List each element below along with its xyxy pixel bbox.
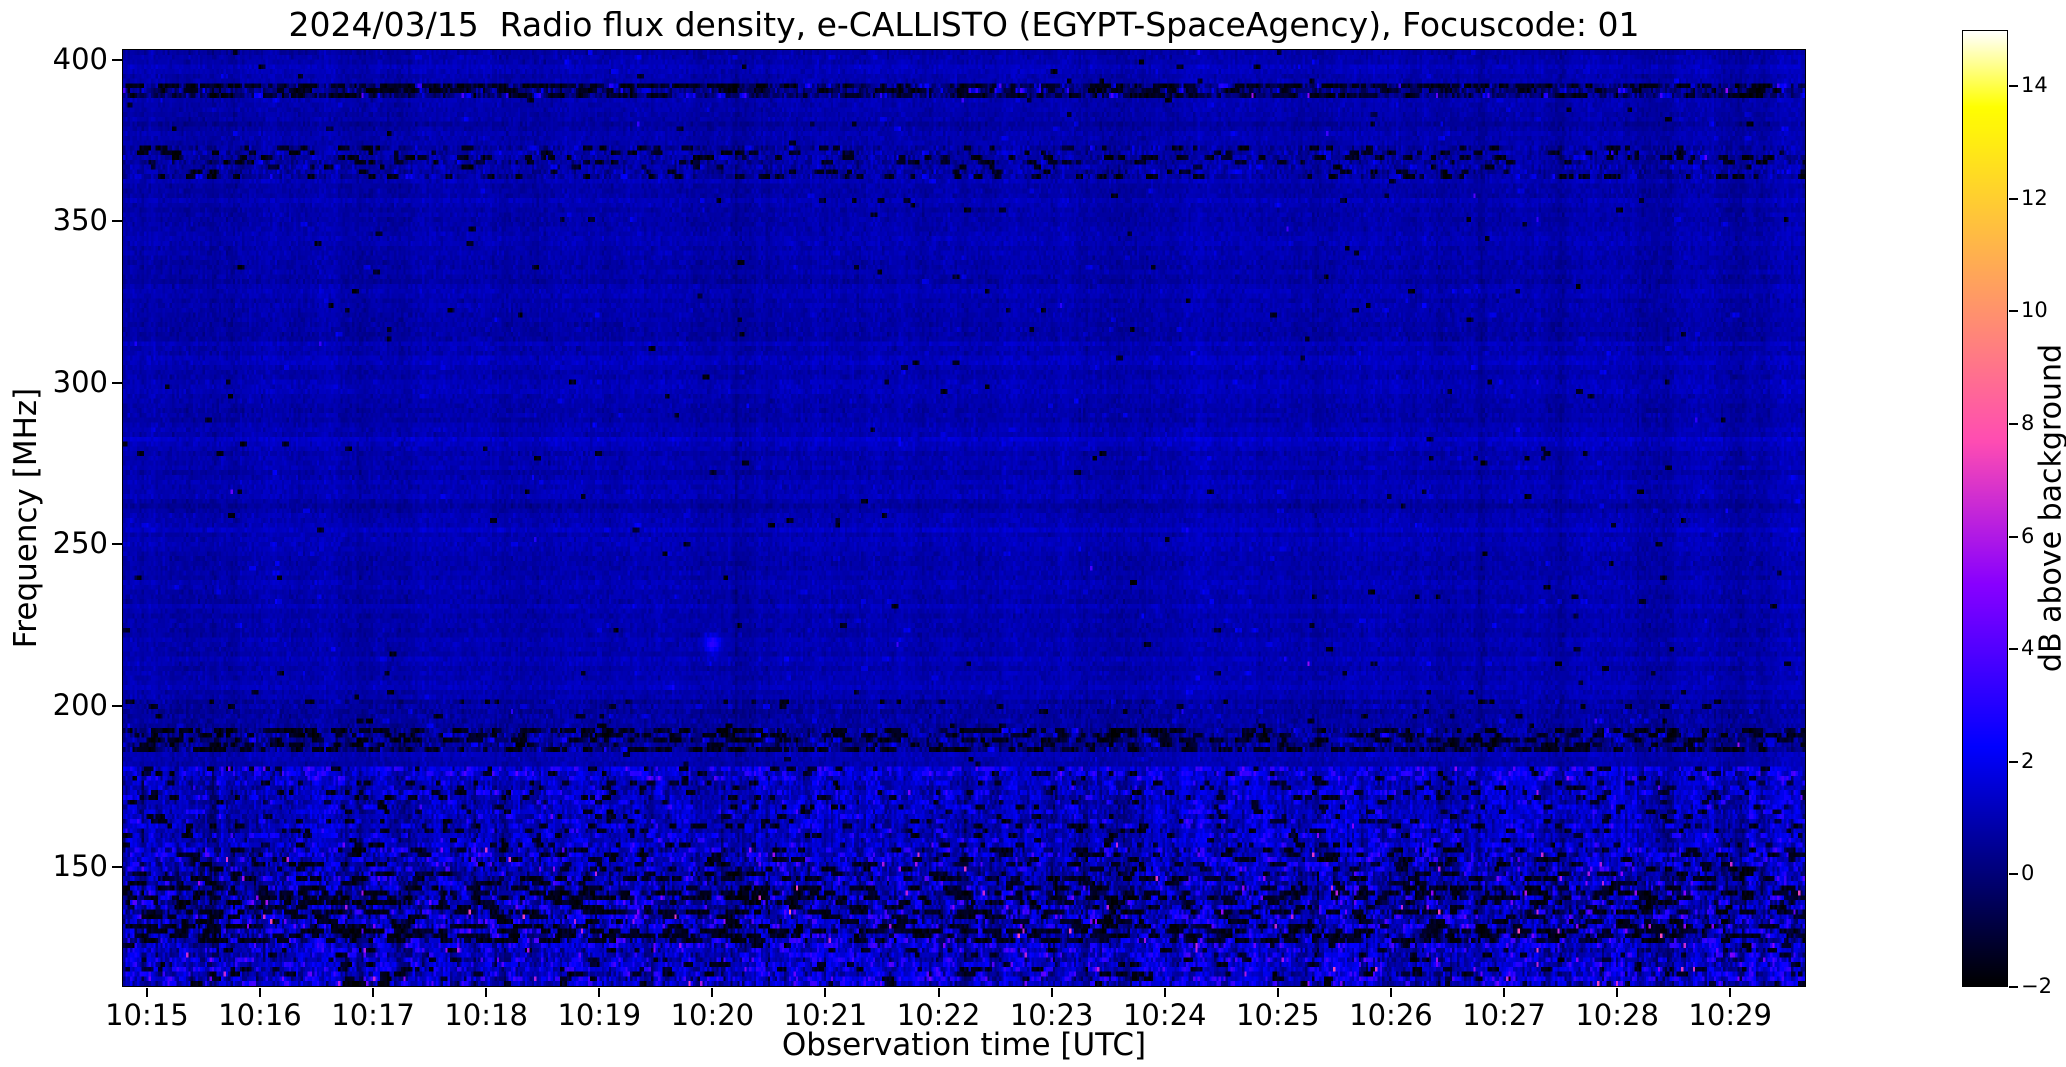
x-tick-label: 10:18 <box>444 998 528 1032</box>
y-tick-mark <box>112 381 122 384</box>
colorbar-tick-mark <box>2009 423 2018 426</box>
colorbar-tick-mark <box>2009 197 2018 200</box>
plot-area <box>122 49 1806 987</box>
x-tick-mark <box>485 988 488 997</box>
y-tick-label: 400 <box>52 41 108 76</box>
x-tick-label: 10:23 <box>1009 998 1094 1032</box>
colorbar-tick-label: 10 <box>2021 298 2048 323</box>
x-tick-mark <box>1276 988 1279 997</box>
colorbar-tick-mark <box>2009 873 2018 876</box>
y-tick-label: 250 <box>52 526 108 561</box>
y-tick-label: 350 <box>52 203 108 238</box>
y-tick-mark <box>112 866 122 869</box>
colorbar-tick-mark <box>2009 648 2018 651</box>
x-tick-label: 10:16 <box>218 998 302 1032</box>
y-tick-mark <box>112 704 122 707</box>
chart-title: 2024/03/15 Radio flux density, e-CALLIST… <box>288 5 1640 44</box>
colorbar-label: dB above background <box>2033 343 2066 673</box>
x-tick-mark <box>1050 988 1053 997</box>
colorbar-tick-label: 6 <box>2021 523 2035 548</box>
x-tick-mark <box>145 988 148 997</box>
x-tick-label: 10:21 <box>783 998 868 1032</box>
spectrogram-canvas <box>123 50 1805 986</box>
y-axis-label: Frequency [MHz] <box>8 387 44 649</box>
x-tick-mark <box>824 988 827 997</box>
x-tick-mark <box>1729 988 1732 997</box>
x-tick-mark <box>937 988 940 997</box>
x-tick-mark <box>258 988 261 997</box>
colorbar-tick-label: 14 <box>2021 73 2048 98</box>
x-tick-label: 10:25 <box>1236 998 1320 1032</box>
colorbar-tick-mark <box>2009 85 2018 88</box>
colorbar <box>1962 30 2008 987</box>
x-tick-label: 10:22 <box>896 998 981 1032</box>
y-tick-mark <box>112 543 122 546</box>
x-axis-label: Observation time [UTC] <box>781 1027 1147 1063</box>
y-tick-mark <box>112 220 122 223</box>
x-tick-label: 10:27 <box>1462 998 1546 1032</box>
x-tick-label: 10:17 <box>331 998 415 1032</box>
x-tick-mark <box>1389 988 1392 997</box>
x-tick-mark <box>598 988 601 997</box>
y-tick-label: 300 <box>52 364 108 399</box>
x-tick-label: 10:26 <box>1349 998 1433 1032</box>
colorbar-tick-mark <box>2009 986 2018 988</box>
colorbar-tick-mark <box>2009 760 2018 763</box>
colorbar-tick-label: 4 <box>2021 636 2035 661</box>
x-tick-mark <box>372 988 375 997</box>
colorbar-tick-label: −2 <box>2021 974 2052 998</box>
colorbar-gradient-canvas <box>1963 31 2007 986</box>
x-tick-label: 10:19 <box>557 998 642 1032</box>
x-tick-mark <box>1616 988 1619 997</box>
colorbar-tick-label: 2 <box>2021 748 2035 773</box>
colorbar-tick-mark <box>2009 535 2018 538</box>
colorbar-tick-label: 8 <box>2021 411 2035 436</box>
x-tick-mark <box>1503 988 1506 997</box>
y-tick-label: 200 <box>52 687 108 722</box>
x-tick-label: 10:29 <box>1688 998 1772 1032</box>
x-tick-label: 10:28 <box>1575 998 1659 1032</box>
x-tick-mark <box>1163 988 1166 997</box>
y-tick-mark <box>112 58 122 61</box>
x-tick-label: 10:24 <box>1122 998 1207 1032</box>
x-tick-mark <box>711 988 714 997</box>
colorbar-tick-label: 12 <box>2021 185 2048 210</box>
y-tick-label: 150 <box>52 849 108 884</box>
colorbar-tick-mark <box>2009 310 2018 313</box>
x-tick-label: 10:15 <box>105 998 189 1032</box>
colorbar-tick-label: 0 <box>2021 861 2035 886</box>
x-tick-label: 10:20 <box>670 998 755 1032</box>
